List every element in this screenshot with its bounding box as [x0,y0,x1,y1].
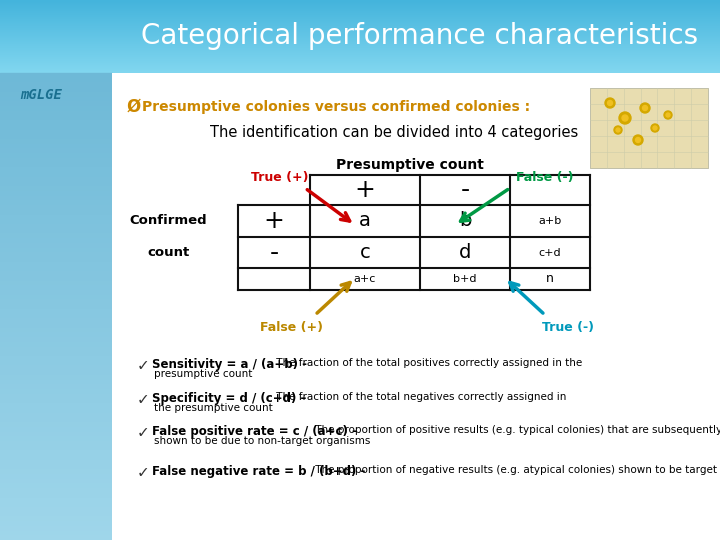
Text: The identification can be divided into 4 categories: The identification can be divided into 4… [210,125,578,139]
Text: False positive rate = c / (a+c) -: False positive rate = c / (a+c) - [152,425,357,438]
Text: the presumptive count: the presumptive count [154,403,273,413]
Text: c: c [359,243,370,262]
Text: c+d: c+d [539,247,562,258]
Text: Specificity = d / (c+d) –: Specificity = d / (c+d) – [152,392,307,405]
Text: Presumptive count: Presumptive count [336,158,484,172]
Circle shape [666,113,670,117]
Text: The proportion of positive results (e.g. typical colonies) that are subsequently: The proportion of positive results (e.g.… [312,425,720,435]
Text: presumptive count: presumptive count [154,369,253,379]
Text: -: - [460,178,469,202]
Text: shown to be due to non-target organisms: shown to be due to non-target organisms [154,436,370,446]
Circle shape [640,103,650,113]
Circle shape [608,100,613,105]
Text: True (+): True (+) [251,172,309,185]
Text: Presumptive colonies versus confirmed colonies :: Presumptive colonies versus confirmed co… [142,100,530,114]
Text: False (+): False (+) [261,321,323,334]
Circle shape [651,124,659,132]
Circle shape [633,135,643,145]
Text: The proportion of negative results (e.g. atypical colonies) shown to be target o: The proportion of negative results (e.g.… [312,465,720,475]
Text: Ø: Ø [127,98,141,116]
Text: False negative rate = b / (b+d) -: False negative rate = b / (b+d) - [152,465,365,478]
Text: mGLGE: mGLGE [20,88,62,102]
Text: d: d [459,243,471,262]
Text: -: - [269,240,279,265]
Text: The fraction of the total positives correctly assigned in the: The fraction of the total positives corr… [274,358,582,368]
Bar [112,73,720,540]
Text: b+d: b+d [454,274,477,284]
Text: b: b [459,212,471,231]
Text: ✓: ✓ [137,465,150,480]
Circle shape [605,98,615,108]
Circle shape [664,111,672,119]
Text: ✓: ✓ [137,358,150,373]
Circle shape [622,115,628,121]
Circle shape [642,105,647,111]
Bar [590,88,708,168]
Text: count: count [147,246,189,259]
Circle shape [614,126,622,134]
Text: ✓: ✓ [137,425,150,440]
Text: Sensitivity = a / (a+b) -: Sensitivity = a / (a+b) - [152,358,307,371]
Text: +: + [354,178,375,202]
Text: Categorical performance characteristics: Categorical performance characteristics [141,22,698,50]
Text: a+c: a+c [354,274,376,284]
Circle shape [616,128,620,132]
Text: ✓: ✓ [137,392,150,407]
Circle shape [636,138,641,143]
Circle shape [653,126,657,130]
Text: The fraction of the total negatives correctly assigned in: The fraction of the total negatives corr… [274,392,567,402]
Text: Confirmed: Confirmed [129,214,207,227]
Text: True (-): True (-) [542,321,594,334]
Text: False (-): False (-) [516,171,574,184]
Text: n: n [546,273,554,286]
Circle shape [619,112,631,124]
Text: a+b: a+b [539,216,562,226]
Text: +: + [264,209,284,233]
Text: a: a [359,212,371,231]
